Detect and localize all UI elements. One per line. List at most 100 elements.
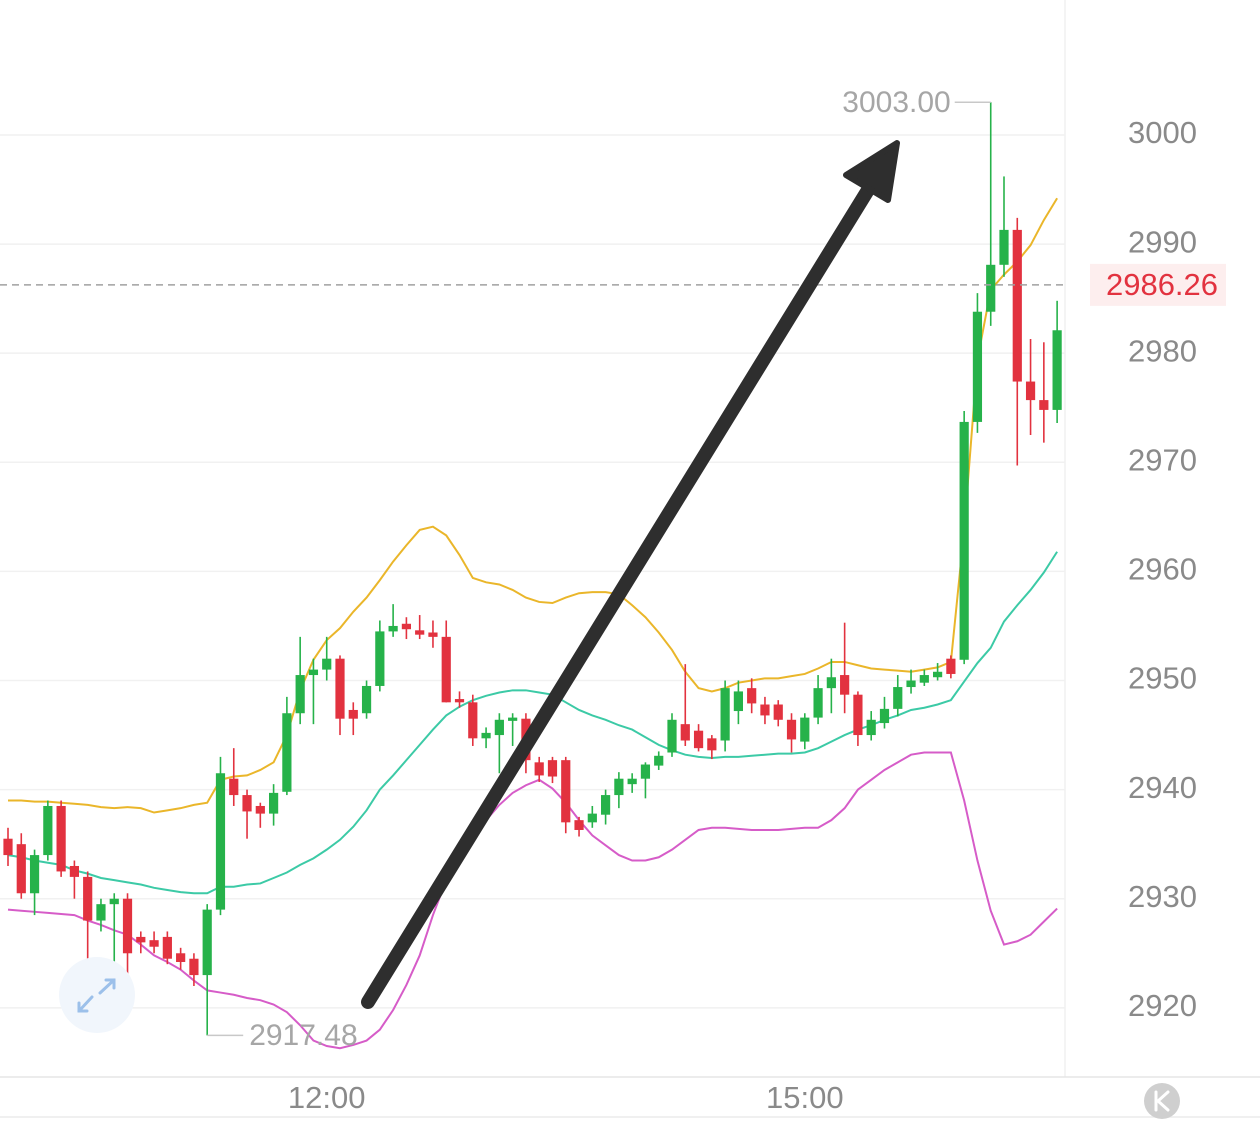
candle-body bbox=[361, 685, 372, 714]
candle-body bbox=[441, 636, 451, 703]
max-label: 3003.00 bbox=[842, 86, 950, 119]
candle-body bbox=[972, 311, 983, 422]
candle-body bbox=[415, 630, 425, 635]
candle-body bbox=[109, 898, 119, 905]
candle-body bbox=[1039, 400, 1049, 410]
candle-body bbox=[375, 631, 385, 686]
candle-body bbox=[786, 719, 797, 740]
candle-body bbox=[16, 844, 26, 894]
expand-button[interactable] bbox=[59, 957, 135, 1033]
candle-body bbox=[680, 724, 690, 741]
y-tick-label: 2950 bbox=[1128, 661, 1197, 696]
y-tick-label: 2930 bbox=[1128, 879, 1197, 914]
candle-body bbox=[162, 936, 172, 959]
candle-body bbox=[667, 719, 677, 753]
kline-button[interactable] bbox=[1144, 1083, 1180, 1119]
candle-body bbox=[773, 704, 783, 720]
candle-body bbox=[534, 762, 544, 776]
candle-body bbox=[189, 958, 199, 976]
y-tick-label: 2920 bbox=[1128, 988, 1197, 1023]
candle-body bbox=[561, 760, 571, 823]
expand-icon[interactable] bbox=[77, 978, 116, 1013]
candle-body bbox=[401, 623, 411, 630]
candle-body bbox=[242, 795, 252, 812]
candle-body bbox=[282, 713, 292, 792]
candle-body bbox=[813, 688, 823, 718]
candle-body bbox=[1052, 330, 1062, 410]
min-label: 2917.48 bbox=[249, 1019, 357, 1052]
candle-body bbox=[308, 669, 319, 676]
y-tick-label: 2960 bbox=[1128, 552, 1197, 587]
candle-body bbox=[574, 820, 584, 830]
candle-body bbox=[707, 738, 717, 751]
candle-body bbox=[388, 625, 398, 632]
candle-body bbox=[322, 658, 332, 670]
candle-body bbox=[919, 675, 929, 683]
candle-body bbox=[229, 778, 239, 796]
candle-body bbox=[348, 709, 358, 719]
candle-body bbox=[122, 898, 133, 954]
candle-body bbox=[893, 687, 903, 709]
candle-body bbox=[335, 658, 345, 719]
candle-body bbox=[999, 229, 1009, 265]
candle-body bbox=[96, 904, 106, 921]
candle-body bbox=[601, 795, 611, 815]
last-price-bg bbox=[1090, 263, 1226, 306]
candle-body bbox=[906, 680, 916, 688]
candle-body bbox=[83, 876, 93, 921]
y-tick-label: 3000 bbox=[1128, 115, 1197, 150]
kline-button-bg[interactable] bbox=[1144, 1083, 1180, 1119]
candle-body bbox=[295, 675, 305, 714]
candle-body bbox=[640, 764, 651, 779]
x-tick-label: 12:00 bbox=[288, 1080, 366, 1115]
y-tick-label: 2990 bbox=[1128, 224, 1197, 259]
arrow-head bbox=[843, 140, 900, 203]
candle-body bbox=[494, 719, 504, 736]
expand-button-bg[interactable] bbox=[59, 957, 135, 1033]
candle-body bbox=[269, 792, 279, 814]
last-price-label: 2986.26 bbox=[1106, 267, 1218, 302]
y-tick-label: 2980 bbox=[1128, 333, 1197, 368]
candle-body bbox=[454, 699, 465, 703]
band-line bbox=[7, 751, 1058, 1050]
trend-arrow bbox=[361, 140, 900, 1009]
candle-body bbox=[202, 909, 212, 976]
candle-body bbox=[3, 838, 13, 856]
candle-body bbox=[149, 940, 159, 947]
candle-body bbox=[826, 677, 836, 689]
y-tick-label: 2940 bbox=[1128, 770, 1197, 805]
candle-body bbox=[587, 813, 597, 823]
candle-body bbox=[693, 730, 704, 749]
candle-body bbox=[733, 691, 743, 712]
candle-body bbox=[800, 717, 810, 742]
candle-body bbox=[56, 805, 66, 872]
arrow-shaft bbox=[361, 183, 875, 1009]
candle-body bbox=[1012, 229, 1022, 382]
candle-body bbox=[255, 805, 265, 814]
candle-body bbox=[176, 953, 186, 963]
candle-body bbox=[468, 702, 478, 739]
y-tick-label: 2970 bbox=[1128, 442, 1197, 477]
candle-body bbox=[29, 855, 40, 894]
candle-body bbox=[614, 778, 624, 796]
candle-body bbox=[840, 675, 850, 695]
candle-body bbox=[720, 688, 730, 741]
candle-body bbox=[1025, 381, 1036, 401]
candle-body bbox=[933, 671, 943, 678]
band-line bbox=[8, 197, 1058, 814]
candle-body bbox=[547, 760, 558, 777]
candle-body bbox=[428, 632, 438, 637]
candle-body bbox=[986, 264, 996, 312]
candle-body bbox=[508, 717, 518, 721]
candle-body bbox=[627, 778, 637, 785]
candle-body bbox=[853, 694, 863, 736]
x-tick-label: 15:00 bbox=[766, 1080, 844, 1115]
plot-area: 2920 2930 2940 2950 2960 2970 2980 2990 3000 12:0… bbox=[0, 86, 1226, 1115]
candle-body bbox=[959, 421, 969, 660]
candle-body bbox=[136, 936, 146, 943]
candle-body bbox=[946, 658, 956, 674]
kline-icon[interactable] bbox=[1154, 1090, 1170, 1112]
